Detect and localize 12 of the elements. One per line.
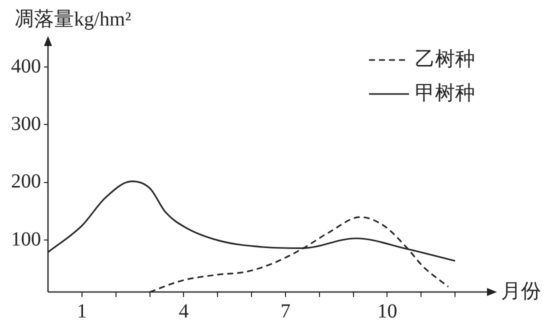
- y-tick-label: 300: [11, 112, 41, 135]
- y-tick-label: 400: [11, 55, 41, 78]
- x-tick-label: 10: [377, 300, 398, 322]
- x-axis-title: 月份: [501, 280, 541, 302]
- x-tick-label: 4: [178, 300, 189, 322]
- legend-label: 乙树种: [415, 48, 475, 70]
- x-tick-label: 7: [280, 300, 290, 322]
- x-tick-label: 1: [76, 300, 87, 322]
- y-tick-label: 200: [11, 170, 41, 193]
- legend-label: 甲树种: [415, 82, 475, 104]
- y-tick-label: 100: [11, 228, 41, 250]
- y-axis-title: 凋落量kg/hm²: [14, 8, 132, 30]
